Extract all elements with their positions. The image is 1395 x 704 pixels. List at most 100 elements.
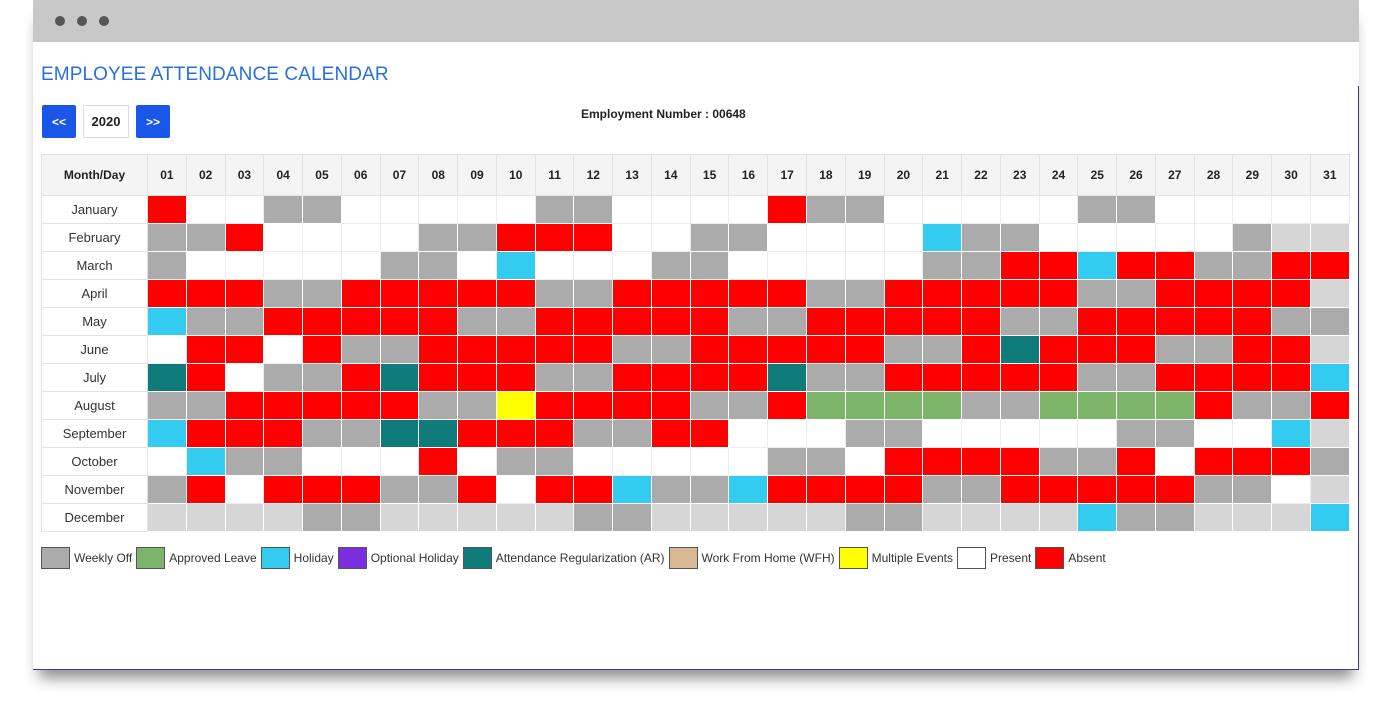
day-cell[interactable] [263,223,304,252]
day-cell[interactable] [1038,335,1079,364]
day-cell[interactable] [883,391,924,420]
day-cell[interactable] [999,251,1040,280]
day-cell[interactable] [302,475,342,504]
day-cell[interactable] [302,279,342,308]
day-cell[interactable] [263,251,304,280]
day-cell[interactable] [922,279,963,308]
day-cell[interactable] [999,279,1040,308]
day-cell[interactable] [612,363,652,392]
day-cell[interactable] [1154,279,1195,308]
day-cell[interactable] [457,363,497,392]
day-cell[interactable] [1193,391,1234,420]
day-cell[interactable] [1232,391,1273,420]
day-cell[interactable] [185,419,226,448]
day-cell[interactable] [340,251,381,280]
day-cell[interactable] [1116,251,1156,280]
day-cell[interactable] [457,307,497,336]
day-cell[interactable] [1271,503,1311,532]
day-cell[interactable] [224,335,265,364]
day-cell[interactable] [806,503,846,532]
day-cell[interactable] [1232,447,1273,476]
day-cell[interactable] [728,251,769,280]
day-cell[interactable] [573,363,614,392]
day-cell[interactable] [302,223,342,252]
day-cell[interactable] [573,419,614,448]
day-cell[interactable] [1038,447,1079,476]
day-cell[interactable] [612,251,652,280]
day-cell[interactable] [650,223,691,252]
day-cell[interactable] [457,251,497,280]
day-cell[interactable] [612,391,652,420]
day-cell[interactable] [224,447,265,476]
day-cell[interactable] [1154,503,1195,532]
day-cell[interactable] [844,335,885,364]
day-cell[interactable] [534,251,575,280]
day-cell[interactable] [1077,391,1118,420]
day-cell[interactable] [495,503,536,532]
day-cell[interactable] [1309,279,1350,308]
day-cell[interactable] [1116,419,1156,448]
day-cell[interactable] [1038,503,1079,532]
day-cell[interactable] [767,391,808,420]
day-cell[interactable] [1309,307,1350,336]
day-cell[interactable] [806,363,846,392]
day-cell[interactable] [418,363,459,392]
day-cell[interactable] [1038,475,1079,504]
day-cell[interactable] [728,447,769,476]
day-cell[interactable] [844,391,885,420]
day-cell[interactable] [1154,195,1195,224]
day-cell[interactable] [1232,307,1273,336]
day-cell[interactable] [806,335,846,364]
day-cell[interactable] [883,335,924,364]
day-cell[interactable] [728,307,769,336]
day-cell[interactable] [806,195,846,224]
day-cell[interactable] [340,335,381,364]
day-cell[interactable] [185,335,226,364]
day-cell[interactable] [767,419,808,448]
day-cell[interactable] [1077,335,1118,364]
day-cell[interactable] [1193,447,1234,476]
day-cell[interactable] [1309,195,1350,224]
day-cell[interactable] [1116,195,1156,224]
day-cell[interactable] [495,475,536,504]
day-cell[interactable] [263,335,304,364]
day-cell[interactable] [185,363,226,392]
day-cell[interactable] [1038,419,1079,448]
day-cell[interactable] [1116,307,1156,336]
day-cell[interactable] [1077,447,1118,476]
day-cell[interactable] [767,251,808,280]
day-cell[interactable] [379,307,420,336]
day-cell[interactable] [340,503,381,532]
day-cell[interactable] [1077,279,1118,308]
day-cell[interactable] [302,503,342,532]
day-cell[interactable] [379,363,420,392]
day-cell[interactable] [379,279,420,308]
day-cell[interactable] [999,391,1040,420]
day-cell[interactable] [612,503,652,532]
day-cell[interactable] [650,475,691,504]
day-cell[interactable] [1309,503,1350,532]
day-cell[interactable] [224,363,265,392]
day-cell[interactable] [728,503,769,532]
day-cell[interactable] [534,475,575,504]
day-cell[interactable] [1232,363,1273,392]
day-cell[interactable] [1309,419,1350,448]
day-cell[interactable] [883,419,924,448]
day-cell[interactable] [806,251,846,280]
day-cell[interactable] [1193,195,1234,224]
day-cell[interactable] [1193,279,1234,308]
day-cell[interactable] [263,447,304,476]
day-cell[interactable] [650,419,691,448]
day-cell[interactable] [185,195,226,224]
day-cell[interactable] [612,447,652,476]
day-cell[interactable] [689,335,730,364]
day-cell[interactable] [418,447,459,476]
day-cell[interactable] [844,223,885,252]
day-cell[interactable] [999,503,1040,532]
day-cell[interactable] [1271,279,1311,308]
day-cell[interactable] [263,307,304,336]
day-cell[interactable] [302,391,342,420]
day-cell[interactable] [650,251,691,280]
day-cell[interactable] [883,195,924,224]
day-cell[interactable] [1271,447,1311,476]
